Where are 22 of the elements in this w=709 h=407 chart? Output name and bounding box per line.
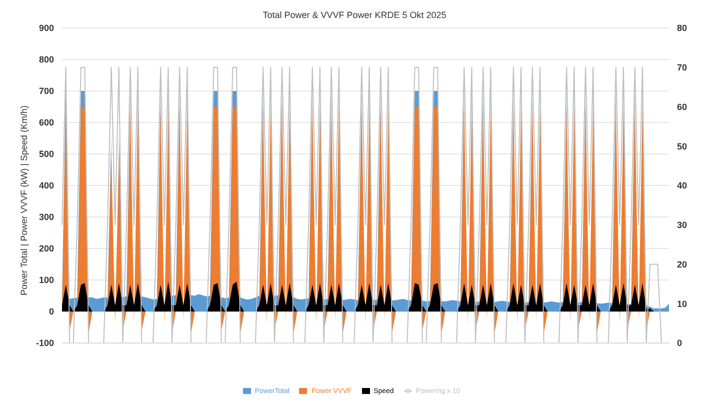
y-tick-label: 0 [48, 306, 54, 317]
y-tick-label: 500 [38, 149, 54, 160]
y-tick-label: 900 [38, 23, 54, 34]
y2-tick-label: 30 [677, 220, 688, 230]
y-tick-label: 600 [38, 118, 54, 128]
y-tick-label: 400 [38, 180, 54, 191]
y-tick-label: -100 [36, 338, 54, 348]
y2-tick-label: 10 [677, 298, 688, 309]
y2-tick-label: 70 [677, 62, 688, 73]
y2-tick-label: 60 [677, 102, 688, 112]
y-tick-label: 200 [38, 244, 54, 254]
y-tick-label: 800 [38, 54, 54, 65]
y2-tick-label: 40 [677, 180, 688, 191]
y-tick-label: 300 [38, 212, 54, 222]
chart-title: Total Power & VVVF Power KRDE 5 Okt 2025 [262, 9, 448, 22]
y-tick-label: 700 [38, 86, 54, 96]
y-tick-label: 100 [38, 275, 54, 286]
y-axis-title: Power Total | Power VVVF (kW) | Speed (Km/h) [19, 105, 30, 296]
y2-tick-label: 50 [677, 141, 688, 152]
y2-tick-label: 80 [677, 23, 688, 34]
y2-tick-label: 20 [677, 259, 688, 270]
y2-tick-label: 0 [677, 338, 682, 348]
